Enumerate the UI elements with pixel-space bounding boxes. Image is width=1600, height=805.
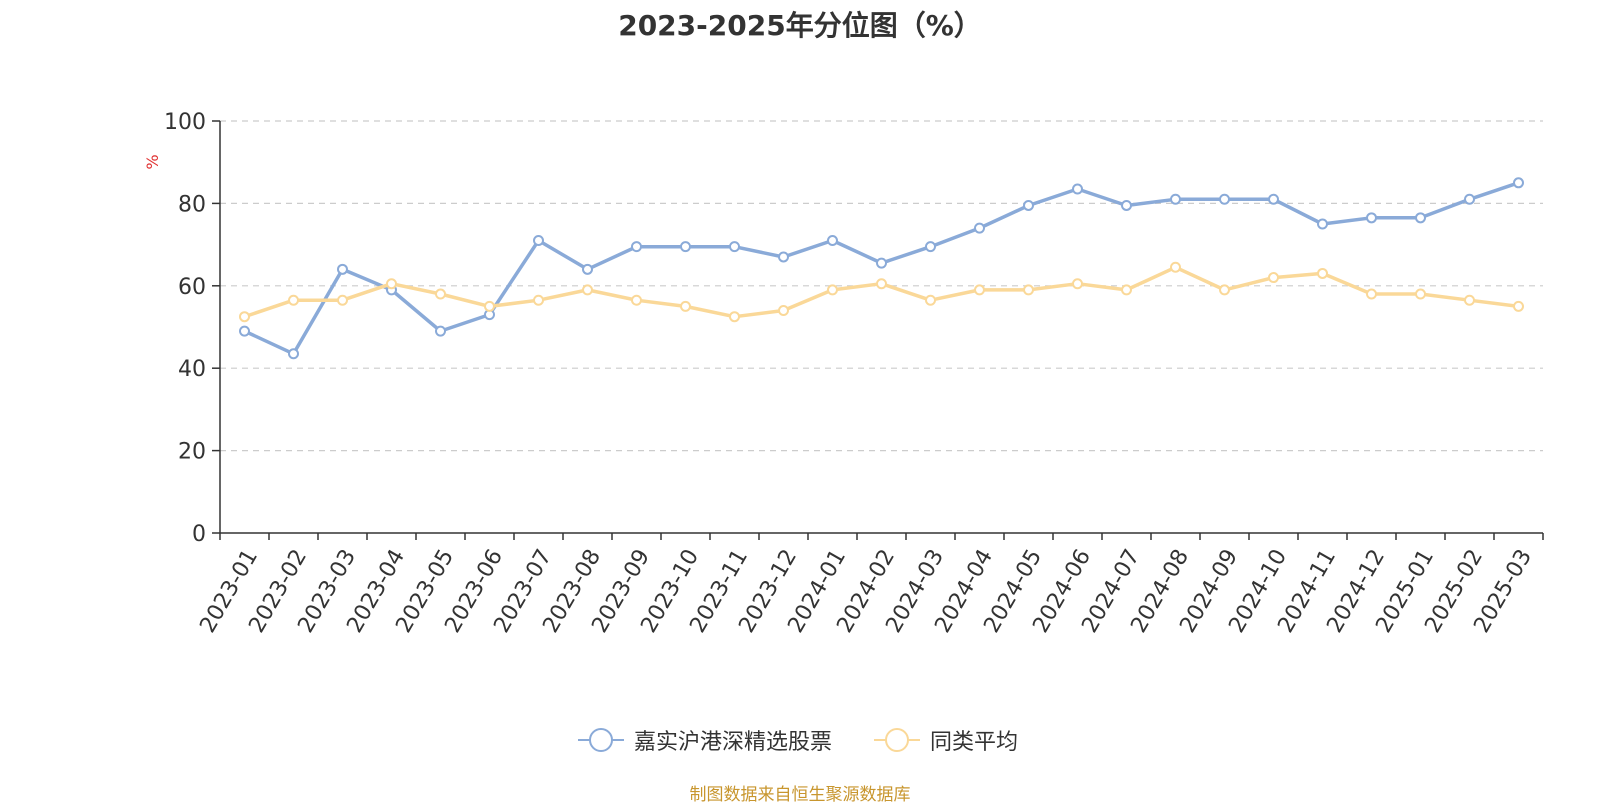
data-point-series-2: [631, 294, 642, 306]
data-point-series-2: [1268, 272, 1279, 284]
data-point-series-2: [1121, 284, 1132, 296]
data-point-series-1: [1072, 183, 1083, 195]
data-point-series-1: [1219, 193, 1230, 205]
legend-marker-icon: [874, 728, 920, 752]
data-point-series-2: [1415, 288, 1426, 300]
data-point-series-2: [1023, 284, 1034, 296]
data-point-series-2: [582, 284, 593, 296]
data-point-series-1: [1317, 218, 1328, 230]
y-tick-label: 40: [178, 357, 206, 382]
data-point-series-2: [288, 294, 299, 306]
data-point-series-1: [435, 325, 446, 337]
data-point-series-1: [1464, 193, 1475, 205]
data-point-series-2: [386, 278, 397, 290]
y-tick-label: 60: [178, 275, 206, 300]
data-point-series-2: [337, 294, 348, 306]
y-tick-label: 0: [192, 522, 206, 547]
data-point-series-1: [1170, 193, 1181, 205]
data-point-series-1: [729, 241, 740, 253]
legend-label: 同类平均: [930, 730, 1019, 755]
data-source-note: 制图数据来自恒生聚源数据库: [689, 785, 911, 805]
data-point-series-1: [631, 241, 642, 253]
data-point-series-2: [1366, 288, 1377, 300]
data-point-series-2: [1170, 261, 1181, 273]
data-point-series-1: [876, 257, 887, 269]
data-point-series-2: [1464, 294, 1475, 306]
data-point-series-1: [1268, 193, 1279, 205]
legend-marker-icon: [578, 728, 624, 752]
series: [239, 177, 1524, 360]
data-point-series-2: [974, 284, 985, 296]
data-point-series-1: [1415, 212, 1426, 224]
data-point-series-2: [435, 288, 446, 300]
data-point-series-1: [1366, 212, 1377, 224]
data-point-series-2: [778, 305, 789, 317]
data-point-series-1: [974, 222, 985, 234]
data-point-series-1: [239, 325, 250, 337]
axes: 0204060801002023-012023-022023-032023-04…: [164, 110, 1544, 637]
y-tick-label: 80: [178, 192, 206, 217]
chart-title: 2023-2025年分位图（%）: [618, 9, 982, 42]
data-point-series-2: [239, 311, 250, 323]
data-point-series-1: [1121, 199, 1132, 211]
data-point-series-1: [337, 263, 348, 275]
y-axis-unit-label: %: [143, 154, 162, 169]
data-point-series-1: [827, 234, 838, 246]
y-tick-label: 100: [164, 110, 206, 135]
data-point-series-1: [680, 241, 691, 253]
data-point-series-1: [533, 234, 544, 246]
data-point-series-2: [876, 278, 887, 290]
data-point-series-2: [533, 294, 544, 306]
data-point-series-2: [925, 294, 936, 306]
data-point-series-2: [484, 300, 495, 312]
data-point-series-2: [1513, 300, 1524, 312]
data-point-series-2: [827, 284, 838, 296]
data-point-series-2: [1219, 284, 1230, 296]
data-point-series-1: [1513, 177, 1524, 189]
legend-item-series-1[interactable]: 嘉实沪港深精选股票: [576, 720, 832, 760]
legend-item-series-2[interactable]: 同类平均: [872, 720, 1018, 760]
data-point-series-1: [1023, 199, 1034, 211]
data-point-series-2: [729, 311, 740, 323]
data-point-series-1: [288, 348, 299, 360]
data-point-series-1: [925, 241, 936, 253]
legend-label: 嘉实沪港深精选股票: [634, 730, 833, 755]
data-point-series-1: [778, 251, 789, 263]
data-point-series-1: [582, 263, 593, 275]
y-tick-label: 20: [178, 440, 206, 465]
data-point-series-2: [1317, 267, 1328, 279]
data-point-series-2: [1072, 278, 1083, 290]
data-point-series-2: [680, 300, 691, 312]
